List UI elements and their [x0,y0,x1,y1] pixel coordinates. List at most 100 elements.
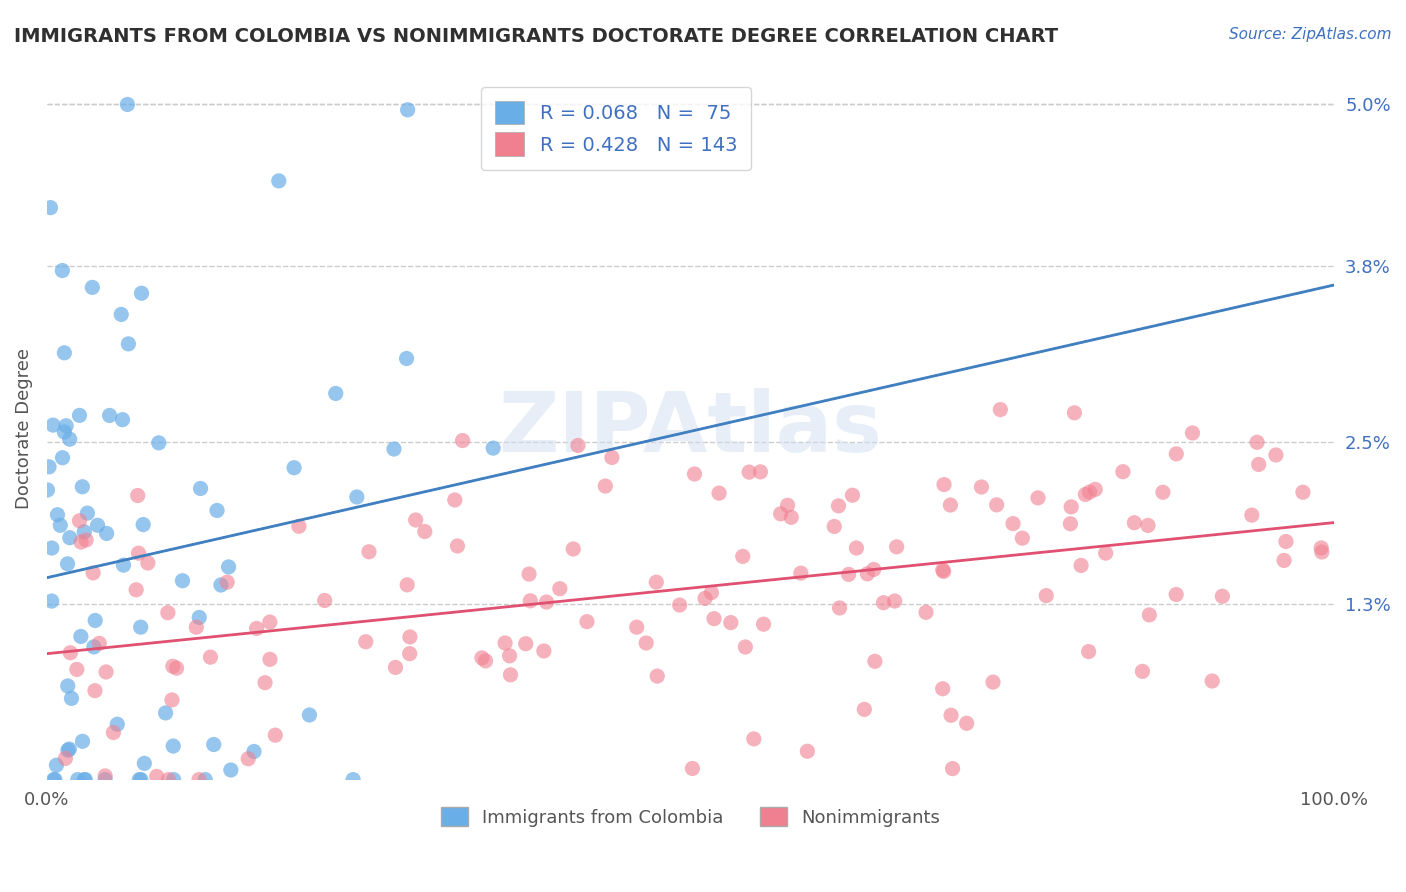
Point [988,402,1011,417]
Point [742,731,765,746]
Point [398,647,420,661]
Point [66,772,89,787]
Point [342,772,364,787]
Point [796,744,818,758]
Point [254,675,277,690]
Y-axis label: Doctorate Degree: Doctorate Degree [15,348,32,509]
Point [384,660,406,674]
Point [49,518,72,533]
Point [567,438,589,452]
Point [1123,516,1146,530]
Point [886,540,908,554]
Point [1211,589,1233,603]
Point [166,661,188,675]
Point [51,263,73,277]
Point [325,386,347,401]
Point [39,201,62,215]
Point [66,662,89,676]
Point [823,519,845,533]
Point [163,772,186,787]
Point [1247,458,1270,472]
Point [1074,487,1097,501]
Point [75,533,97,547]
Point [218,560,240,574]
Point [883,594,905,608]
Point [1070,558,1092,573]
Point [1137,607,1160,622]
Point [314,593,336,607]
Point [56,557,79,571]
Point [932,477,955,491]
Point [128,772,150,787]
Point [186,620,208,634]
Point [939,498,962,512]
Point [396,103,419,117]
Point [56,679,79,693]
Point [117,97,139,112]
Point [69,409,91,423]
Point [1094,546,1116,560]
Point [264,728,287,742]
Point [59,432,82,446]
Point [720,615,742,630]
Point [626,620,648,634]
Point [75,772,97,787]
Point [69,514,91,528]
Point [155,706,177,720]
Point [970,480,993,494]
Point [1084,483,1107,497]
Point [217,575,239,590]
Point [131,286,153,301]
Point [51,450,73,465]
Point [172,574,194,588]
Text: ZIPAtlas: ZIPAtlas [499,388,883,469]
Point [238,752,260,766]
Point [72,480,94,494]
Point [769,507,792,521]
Point [562,541,585,556]
Point [38,459,60,474]
Point [575,615,598,629]
Point [160,693,183,707]
Point [246,621,269,635]
Point [515,637,537,651]
Point [103,725,125,739]
Point [600,450,623,465]
Point [259,615,281,629]
Point [200,650,222,665]
Point [939,708,962,723]
Point [112,558,135,573]
Point [94,769,117,783]
Point [53,425,76,439]
Point [451,434,474,448]
Point [202,738,225,752]
Point [59,646,82,660]
Point [1166,587,1188,601]
Point [1063,406,1085,420]
Point [932,563,955,577]
Point [931,681,953,696]
Point [1136,518,1159,533]
Point [110,308,132,322]
Point [731,549,754,564]
Point [259,652,281,666]
Point [46,508,69,522]
Point [845,541,868,555]
Point [703,612,725,626]
Point [474,654,496,668]
Point [60,691,83,706]
Point [148,435,170,450]
Point [105,717,128,731]
Point [862,562,884,576]
Point [1112,465,1135,479]
Point [42,418,65,433]
Point [536,595,558,609]
Point [1026,491,1049,505]
Point [1310,541,1333,555]
Point [681,761,703,775]
Point [1292,485,1315,500]
Point [41,541,63,555]
Point [1246,435,1268,450]
Point [828,601,851,615]
Point [382,442,405,456]
